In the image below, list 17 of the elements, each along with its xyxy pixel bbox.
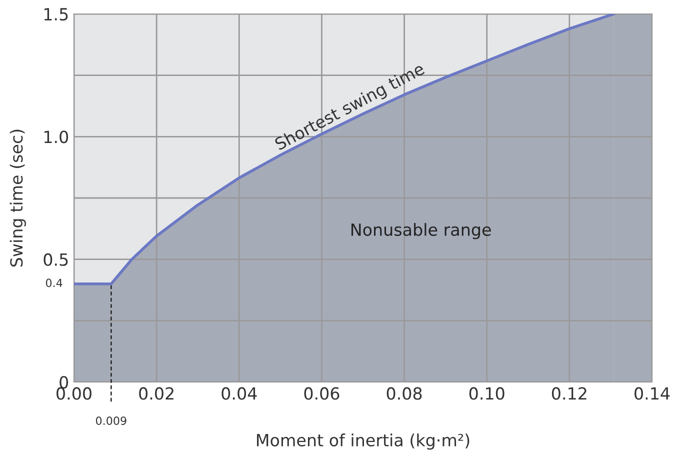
x-tick-label: 0.08 [386, 387, 422, 400]
x-tick-label: 0.04 [222, 387, 257, 400]
x-tick-label: 0.14 [634, 387, 670, 400]
y-axis-title: Swing time (sec) [10, 130, 26, 267]
x-tick-label: 0.12 [552, 387, 586, 400]
annotation: 0.4 [46, 278, 62, 288]
y-tick-label: 0 [60, 376, 68, 389]
x-tick-label: 0.10 [469, 387, 504, 400]
y-tick-label: 0.5 [44, 253, 68, 266]
x-tick-label: 0.06 [304, 387, 340, 400]
annotation: Nonusable range [351, 223, 491, 240]
x-tick-label: 0.02 [139, 387, 174, 400]
x-axis-title: Moment of inertia (kg·m²) [257, 434, 470, 450]
x-tick-label: 0.00 [56, 387, 92, 400]
ref-line-label: 0.009 [96, 416, 126, 425]
y-tick-label: 1.0 [44, 130, 68, 144]
y-tick-label: 1.5 [44, 8, 68, 21]
